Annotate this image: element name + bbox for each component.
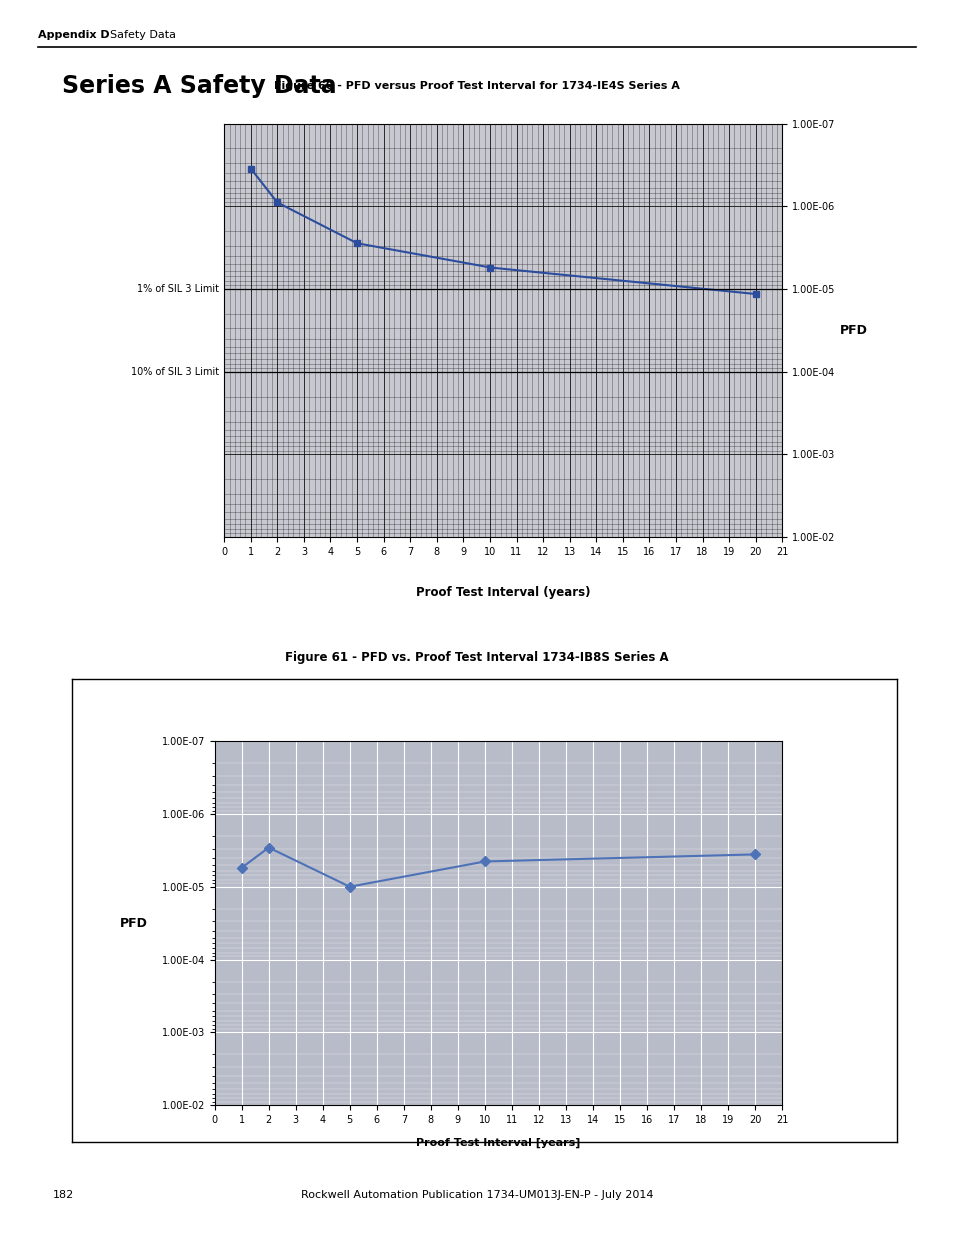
Text: 182: 182 bbox=[52, 1191, 73, 1200]
Text: Series A Safety Data: Series A Safety Data bbox=[62, 74, 336, 99]
Text: Figure 61 - PFD vs. Proof Test Interval 1734-IB8S Series A: Figure 61 - PFD vs. Proof Test Interval … bbox=[285, 651, 668, 663]
Text: 1% of SIL 3 Limit: 1% of SIL 3 Limit bbox=[137, 284, 219, 294]
Text: PFD: PFD bbox=[839, 324, 867, 337]
Text: Figure 60 - PFD versus Proof Test Interval for 1734-IE4S Series A: Figure 60 - PFD versus Proof Test Interv… bbox=[274, 82, 679, 91]
Text: Appendix D: Appendix D bbox=[38, 30, 110, 40]
Text: Proof Test Interval (years): Proof Test Interval (years) bbox=[416, 587, 590, 599]
Text: Rockwell Automation Publication 1734-UM013J-EN-P - July 2014: Rockwell Automation Publication 1734-UM0… bbox=[300, 1191, 653, 1200]
Text: Safety Data: Safety Data bbox=[110, 30, 175, 40]
Text: PFD: PFD bbox=[119, 916, 148, 930]
Text: 10% of SIL 3 Limit: 10% of SIL 3 Limit bbox=[132, 367, 219, 377]
Text: Proof Test Interval [years]: Proof Test Interval [years] bbox=[416, 1137, 580, 1147]
